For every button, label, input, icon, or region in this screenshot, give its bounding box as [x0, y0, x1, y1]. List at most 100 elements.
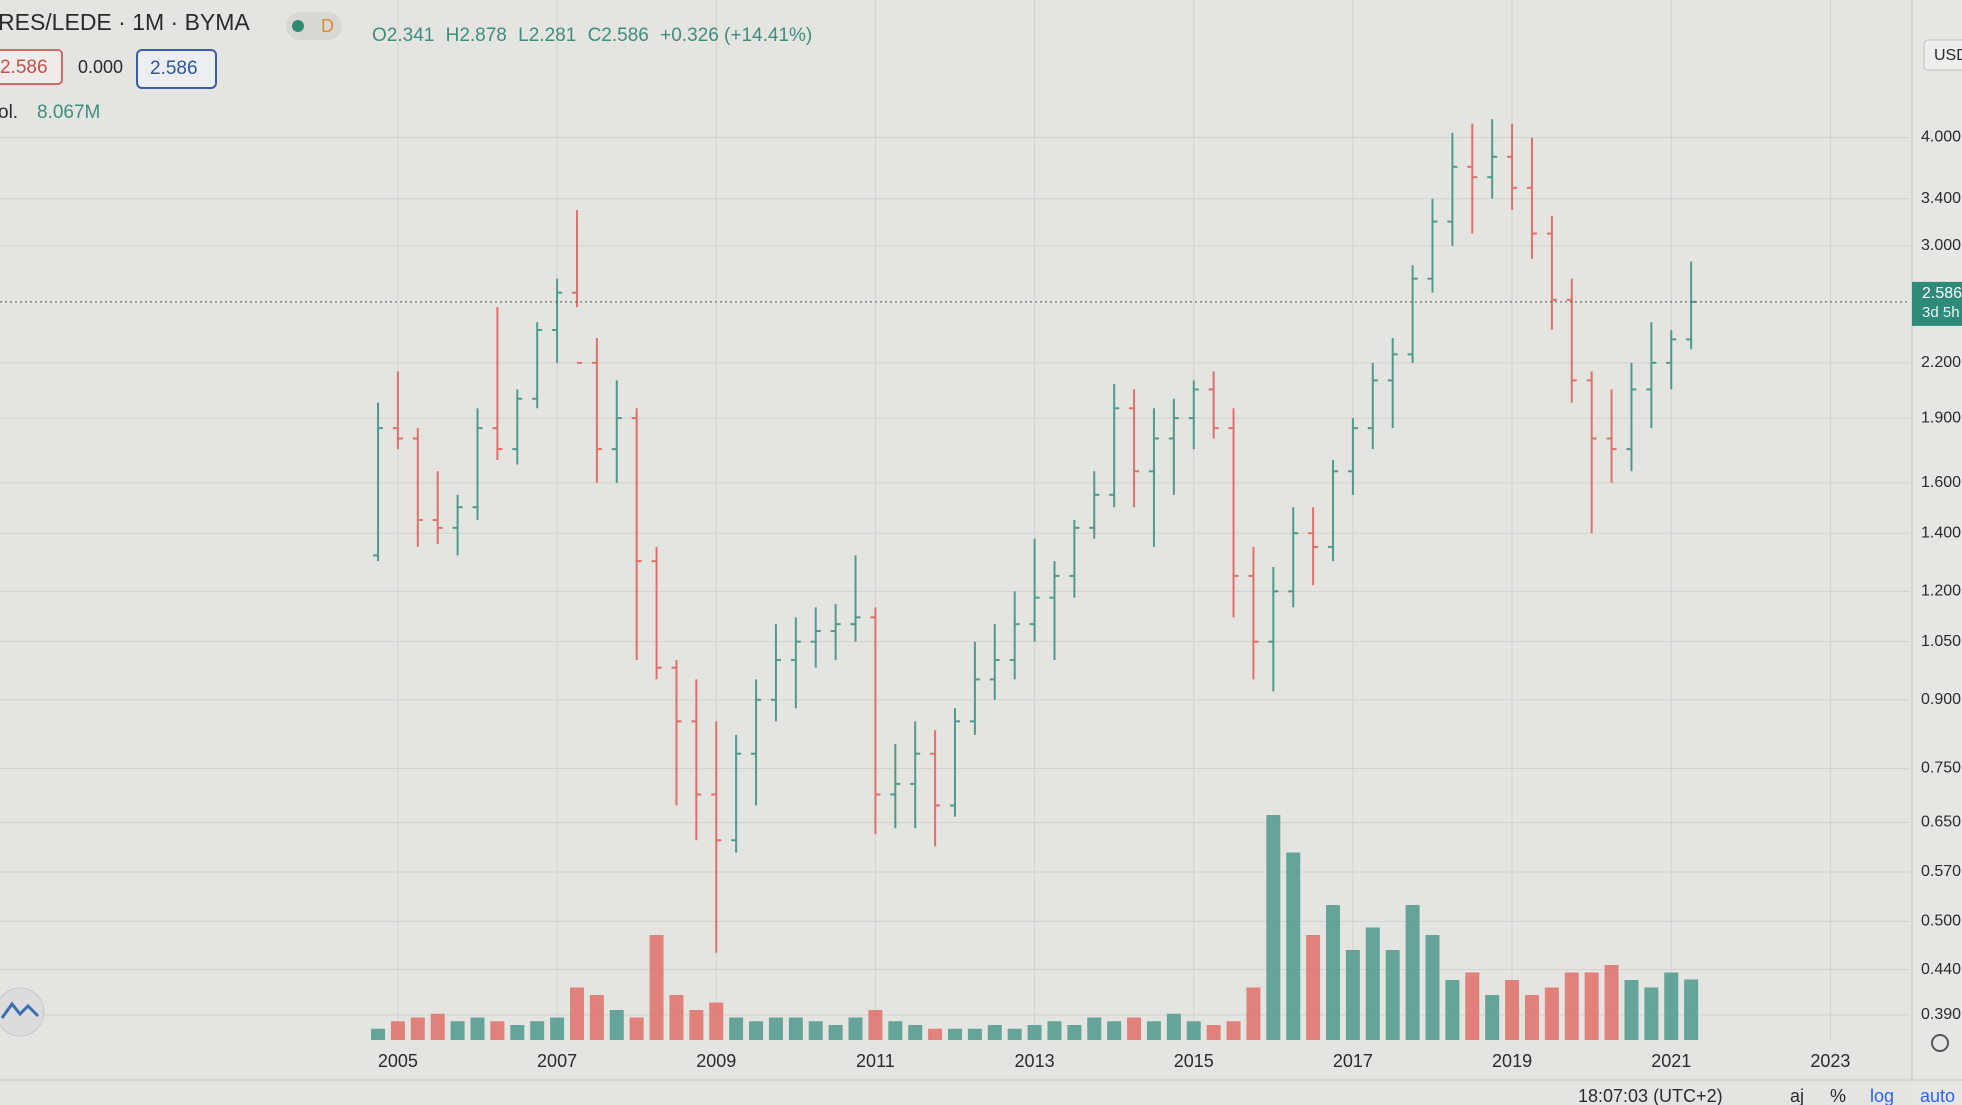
- volume-bar: [967, 1028, 982, 1040]
- y-tick-label: 0.390: [1921, 1006, 1961, 1023]
- volume-bar: [410, 1017, 425, 1040]
- volume-bar: [569, 987, 584, 1040]
- volume-bar: [1127, 1017, 1142, 1040]
- volume-bar: [470, 1017, 485, 1040]
- sell-price[interactable]: 2.586: [0, 57, 48, 78]
- volume-bar: [1505, 980, 1520, 1040]
- spread: 0.000: [78, 57, 123, 77]
- volume-bar: [1345, 950, 1360, 1040]
- volume-bar: [1485, 995, 1500, 1040]
- volume-bar: [550, 1017, 565, 1040]
- y-tick-label: 1.050: [1921, 633, 1961, 650]
- y-tick-label: 0.750: [1921, 760, 1961, 777]
- percent-toggle[interactable]: %: [1830, 1086, 1846, 1105]
- volume-bar: [609, 1010, 624, 1040]
- volume-bar: [1465, 972, 1480, 1040]
- ohlc-legend: O2.341 H2.878 L2.281 C2.586 +0.326 (+14.…: [372, 25, 812, 46]
- x-tick-label: 2021: [1651, 1051, 1691, 1071]
- volume-bar: [1664, 972, 1679, 1040]
- volume-bar: [1166, 1013, 1181, 1040]
- volume-bar: [1604, 965, 1619, 1040]
- change: +0.326 (+14.41%): [660, 25, 812, 46]
- volume-bar: [1524, 995, 1539, 1040]
- volume-bar: [987, 1025, 1002, 1040]
- currency-box[interactable]: [1923, 39, 1962, 71]
- volume-bar: [371, 1028, 386, 1040]
- volume-bar: [1425, 935, 1440, 1040]
- volume-bar: [1365, 927, 1380, 1040]
- volume-bar: [888, 1021, 903, 1040]
- status-pill: [286, 12, 342, 40]
- y-tick-label: 0.440: [1921, 961, 1961, 978]
- y-tick-label: 3.000: [1921, 237, 1961, 254]
- y-tick-label: 2.200: [1921, 354, 1961, 371]
- x-tick-label: 2015: [1174, 1051, 1214, 1071]
- volume-bar: [510, 1025, 525, 1040]
- volume-bar: [450, 1021, 465, 1040]
- volume-bar: [629, 1017, 644, 1040]
- x-tick-label: 2005: [378, 1051, 418, 1071]
- volume-bar: [689, 1010, 704, 1040]
- volume-bar: [430, 1013, 445, 1040]
- y-tick-label: 1.900: [1921, 409, 1961, 426]
- y-tick-label: 1.200: [1921, 583, 1961, 600]
- y-tick-label: 0.900: [1921, 691, 1961, 708]
- x-tick-label: 2007: [537, 1051, 577, 1071]
- volume-bar: [1087, 1017, 1102, 1040]
- buy-price[interactable]: 2.586: [150, 58, 198, 79]
- volume-bar: [1405, 905, 1420, 1040]
- volume-bar: [1326, 905, 1341, 1040]
- logo-icon: [0, 1001, 40, 1019]
- x-tick-label: 2009: [696, 1051, 736, 1071]
- price-pane: [0, 119, 1910, 953]
- volume-bar: [390, 1021, 405, 1040]
- settings[interactable]: [1931, 1034, 1949, 1052]
- grid: [0, 0, 1910, 1040]
- volume-bar: [1027, 1025, 1042, 1040]
- price-axis: [1912, 0, 1962, 1105]
- volume-bar: [868, 1010, 883, 1040]
- volume-bar: [1186, 1021, 1201, 1040]
- auto-toggle[interactable]: auto: [1920, 1086, 1955, 1105]
- y-tick-label: 0.650: [1921, 814, 1961, 831]
- volume-bar: [1067, 1025, 1082, 1040]
- x-tick-label: 2019: [1492, 1051, 1532, 1071]
- volume-bar: [848, 1017, 863, 1040]
- volume-bar: [530, 1021, 545, 1040]
- volume-bar: [1246, 987, 1261, 1040]
- volume-bar: [1445, 980, 1460, 1040]
- y-tick-label: 1.400: [1921, 524, 1961, 541]
- volume-value: 8.067M: [37, 102, 100, 123]
- volume-bar: [1266, 815, 1281, 1040]
- adj-toggle[interactable]: aj: [1790, 1086, 1804, 1105]
- volume-bar: [808, 1021, 823, 1040]
- x-tick-label: 2017: [1333, 1051, 1373, 1071]
- volume-bar: [589, 995, 604, 1040]
- close: C2.586: [588, 25, 649, 46]
- y-tick-label: 4.000: [1921, 129, 1961, 146]
- currency[interactable]: USD: [1934, 47, 1962, 64]
- time: 18:07:03 (UTC+2): [1578, 1086, 1723, 1105]
- open: O2.341: [372, 25, 434, 46]
- volume-bar: [649, 935, 664, 1040]
- volume-bar: [1107, 1021, 1122, 1040]
- volume-bar: [1306, 935, 1321, 1040]
- volume-bar: [729, 1017, 744, 1040]
- y-tick-label: 3.400: [1921, 190, 1961, 207]
- status-dot: [292, 20, 304, 32]
- volume-bar: [1206, 1025, 1221, 1040]
- y-tick-label: 0.500: [1921, 913, 1961, 930]
- log-toggle[interactable]: log: [1870, 1086, 1894, 1105]
- volume-bar: [948, 1028, 962, 1040]
- high: H2.878: [446, 25, 507, 46]
- sell-button[interactable]: [0, 49, 63, 85]
- last-price-box: [1912, 281, 1962, 326]
- volume-bar: [490, 1021, 505, 1040]
- buy-button[interactable]: [136, 49, 217, 89]
- y-tick-label: 0.570: [1921, 863, 1961, 880]
- volume-bar: [1226, 1021, 1241, 1040]
- volume-bar: [709, 1002, 724, 1040]
- axes: 0.390 0.440 0.500 0.570 0.650 0.750 0.900 1.050…: [378, 129, 1962, 1071]
- volume-bar: [828, 1025, 843, 1040]
- volume-bar: [928, 1028, 943, 1040]
